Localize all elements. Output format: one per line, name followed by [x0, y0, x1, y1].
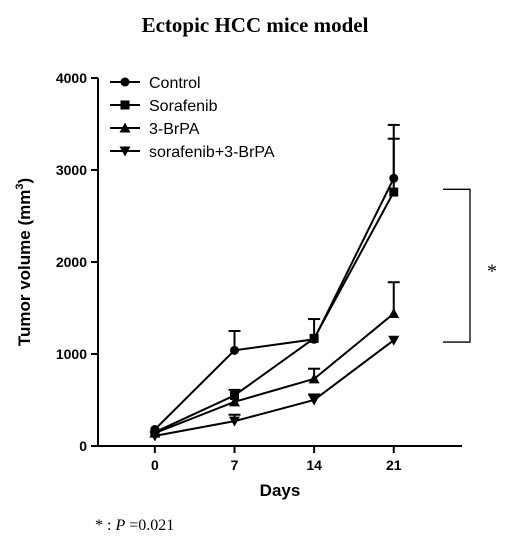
significance-bracket [443, 188, 471, 343]
legend-item: sorafenib+3-BrPA [110, 144, 275, 161]
legend-marker [119, 122, 131, 133]
plot-area [149, 123, 400, 442]
y-tick-label: 0 [79, 438, 87, 454]
series-line [154, 191, 395, 434]
axes [91, 77, 462, 453]
y-tick-label: 1000 [56, 346, 87, 362]
legend-label: sorafenib+3-BrPA [149, 144, 275, 161]
data-point [149, 431, 161, 442]
footnote-separator: : [103, 517, 116, 534]
data-point [229, 416, 240, 427]
x-axis-label: Days [260, 481, 301, 500]
footnote-star: * [95, 517, 103, 534]
legend-label: 3-BrPA [149, 121, 200, 138]
y-tick-label: 3000 [56, 162, 87, 178]
footnote-p-label: P [115, 517, 126, 534]
y-axis-label-main: Tumor volume (mm [15, 190, 34, 346]
footnote-p-value: =0.021 [125, 517, 175, 534]
y-tick-label: 2000 [56, 254, 87, 270]
series-line [154, 312, 395, 435]
series-control [150, 123, 400, 434]
data-point [388, 308, 400, 319]
y-axis-label-end: ) [15, 178, 34, 184]
legend-label: Sorafenib [149, 98, 218, 115]
significance-annotation: * [443, 188, 497, 343]
data-point [308, 373, 320, 384]
x-tick-label: 0 [151, 457, 159, 473]
series-sorafenib-3-brpa [149, 335, 400, 442]
data-point [388, 335, 400, 346]
series-sorafenib [150, 137, 400, 437]
data-point [389, 187, 399, 197]
legend: Control Sorafenib 3-BrPA sorafenib+3-BrPA [110, 75, 275, 161]
y-axis-label: Tumor volume (mm3) [14, 178, 34, 346]
y-axis-label-superscript: 3 [14, 184, 26, 190]
series-line [154, 339, 395, 437]
x-tick-label: 21 [386, 457, 402, 473]
data-point [229, 396, 240, 407]
legend-label: Control [149, 75, 201, 92]
legend-item: Control [110, 75, 201, 92]
legend-marker [120, 100, 130, 110]
data-point [308, 395, 320, 406]
data-point [309, 333, 319, 343]
x-tick-label: 7 [231, 457, 239, 473]
data-point [230, 345, 239, 355]
series-line [154, 177, 395, 431]
legend-item: 3-BrPA [110, 121, 200, 138]
legend-marker [119, 146, 131, 157]
chart-title: Ectopic HCC mice model [142, 13, 369, 37]
tick-labels: 0 1000 2000 3000 4000 0 7 14 21 [56, 70, 402, 473]
legend-marker [120, 77, 130, 87]
legend-item: Sorafenib [110, 98, 218, 115]
data-point [230, 390, 239, 400]
significance-star: * [487, 261, 497, 283]
footnote: * : P =0.021 [95, 517, 174, 535]
series-3-brpa [149, 281, 400, 438]
y-tick-label: 4000 [56, 70, 87, 86]
x-tick-label: 14 [306, 457, 322, 473]
